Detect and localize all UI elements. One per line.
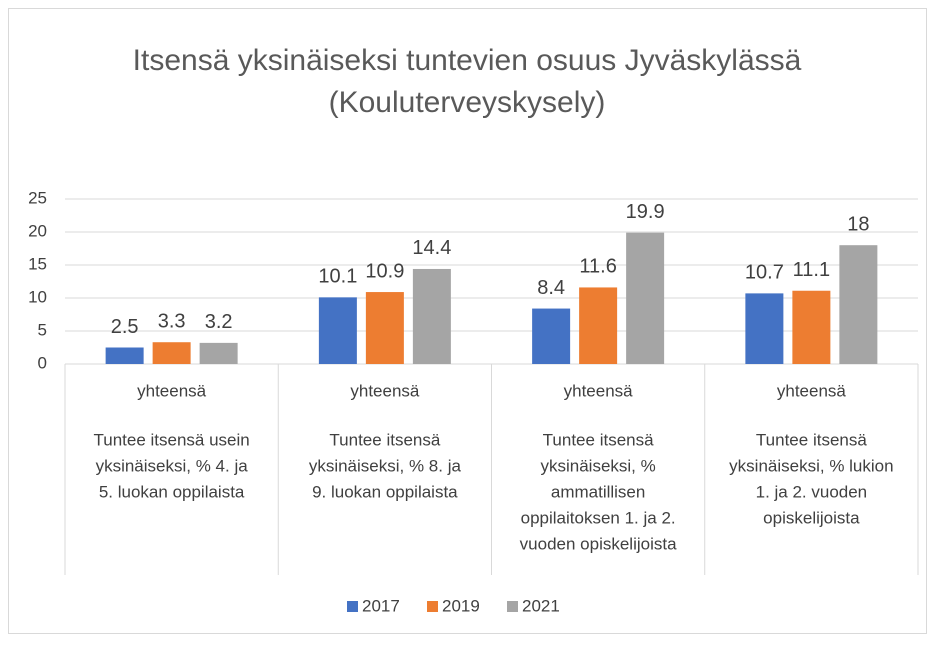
category-label: 9. luokan oppilaista [312,482,458,501]
category-label: oppilaitoksen 1. ja 2. [521,508,676,527]
bar [105,347,144,364]
category-label: Tuntee itsensä [329,430,440,449]
bar [199,342,238,364]
category-label: yksinäiseksi, % 8. ja [309,456,462,475]
bar [579,287,618,364]
data-label: 3.2 [205,311,233,333]
legend-swatch [427,601,438,612]
y-tick-label: 10 [28,287,47,306]
y-tick-label: 20 [28,221,47,240]
data-label: 8.4 [537,277,565,299]
category-label: ammatillisen [551,482,645,501]
data-label: 11.1 [793,259,830,281]
category-label: 1. ja 2. vuoden [756,482,868,501]
y-tick-label: 25 [28,188,47,207]
legend-swatch [347,601,358,612]
bar [745,293,784,364]
data-label: 3.3 [158,311,186,333]
legend-label: 2019 [442,596,480,615]
bar [365,292,404,364]
data-label: 19.9 [626,201,665,223]
chart-title: (Kouluterveyskysely) [329,86,606,119]
category-label: yksinäiseksi, % lukion [729,456,893,475]
data-label: 11.6 [579,256,616,278]
category-label: vuoden opiskelijoista [520,534,677,553]
data-label: 10.1 [318,266,357,288]
category-label: Tuntee itsensä [756,430,867,449]
y-tick-label: 0 [38,353,47,372]
bar [412,268,451,364]
subcategory-label: yhteensä [137,381,207,400]
legend-swatch [507,601,518,612]
bar [318,297,357,364]
data-label: 14.4 [412,237,451,259]
category-label: opiskelijoista [763,508,860,527]
category-label: yksinäiseksi, % 4. ja [96,456,249,475]
legend-label: 2021 [522,596,560,615]
category-label: Tuntee itsensä [543,430,654,449]
category-label: 5. luokan oppilaista [99,482,245,501]
subcategory-label: yhteensä [564,381,634,400]
bar [839,245,878,364]
y-tick-label: 5 [38,320,47,339]
data-label: 10.9 [365,260,404,282]
chart-title: Itsensä yksinäiseksi tuntevien osuus Jyv… [133,44,802,77]
subcategory-label: yhteensä [777,381,847,400]
category-label: yksinäiseksi, % [540,456,655,475]
data-label: 18 [847,213,869,235]
legend-label: 2017 [362,596,400,615]
bar [532,308,571,364]
subcategory-label: yhteensä [350,381,420,400]
data-label: 2.5 [111,316,139,338]
bar [626,232,665,364]
category-label: Tuntee itsensä usein [94,430,250,449]
bar [152,342,191,364]
data-label: 10.7 [745,262,784,284]
y-tick-label: 15 [28,254,47,273]
bar [792,290,831,364]
